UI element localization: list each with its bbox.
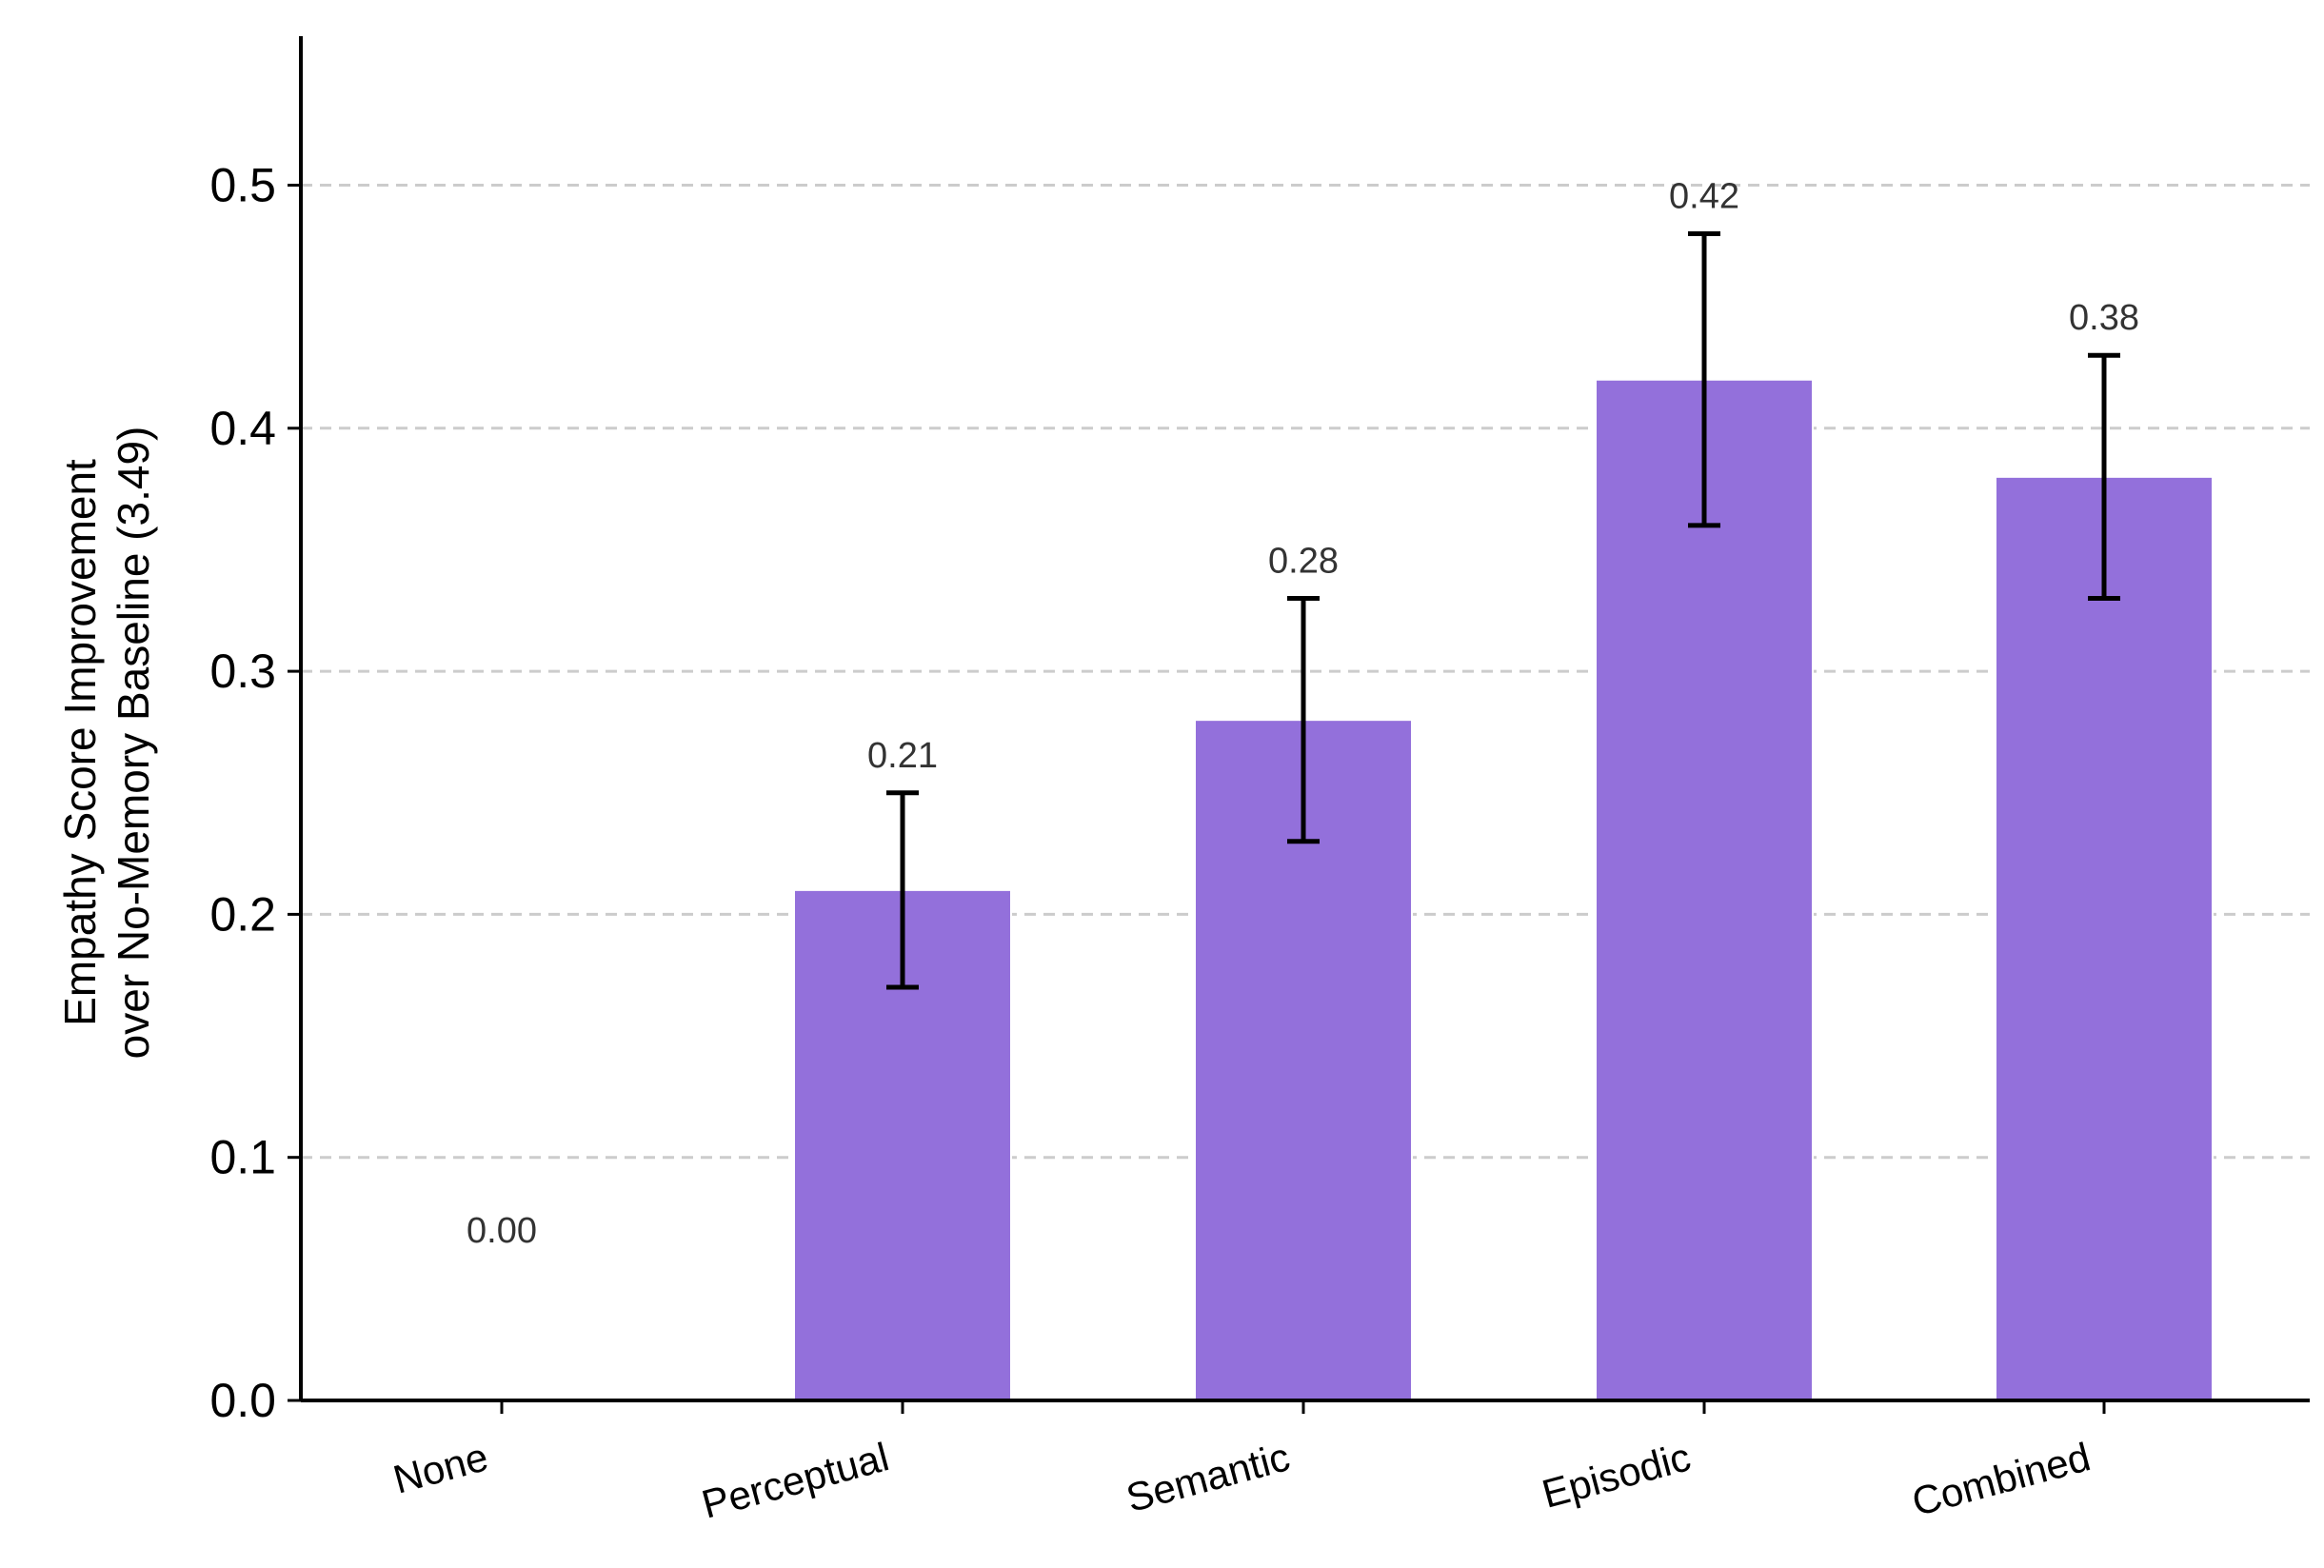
error-bar-layer <box>886 231 2120 990</box>
y-tick-layer: 0.0 0.1 0.2 0.3 0.4 0.5 <box>209 159 301 1427</box>
value-label-combined: 0.38 <box>2069 298 2139 338</box>
value-label-none: 0.00 <box>467 1211 537 1251</box>
bar-episodic <box>1595 378 1814 1401</box>
x-tick-label-combined: Combined <box>1907 1434 2095 1524</box>
value-label-layer: 0.00 0.21 0.28 0.42 0.38 <box>467 177 2139 1251</box>
y-axis-label-line1: Empathy Score Improvement <box>55 459 105 1026</box>
value-label-perceptual: 0.21 <box>867 736 938 776</box>
axis-layer <box>299 36 2310 1402</box>
y-tick-label: 0.5 <box>209 159 276 212</box>
value-label-semantic: 0.28 <box>1268 542 1339 582</box>
y-axis-label-line2: over No-Memory Baseline (3.49) <box>109 427 158 1060</box>
x-tick-label-semantic: Semantic <box>1122 1434 1294 1520</box>
x-tick-label-none: None <box>388 1434 492 1501</box>
y-tick-label: 0.3 <box>209 645 276 698</box>
y-tick-label: 0.0 <box>209 1374 276 1427</box>
y-tick-label: 0.1 <box>209 1131 276 1184</box>
y-tick-label: 0.4 <box>209 402 276 455</box>
x-tick-layer: None Perceptual Semantic Episodic Combined <box>388 1400 2106 1527</box>
bar-combined <box>1995 475 2214 1401</box>
bar-layer <box>392 378 2214 1401</box>
y-tick-label: 0.2 <box>209 887 276 941</box>
y-axis-label: Empathy Score Improvement over No-Memory… <box>55 427 158 1060</box>
grid-layer <box>301 184 2310 1160</box>
x-tick-label-episodic: Episodic <box>1538 1434 1696 1516</box>
value-label-episodic: 0.42 <box>1669 177 1739 217</box>
x-tick-label-perceptual: Perceptual <box>697 1434 893 1526</box>
